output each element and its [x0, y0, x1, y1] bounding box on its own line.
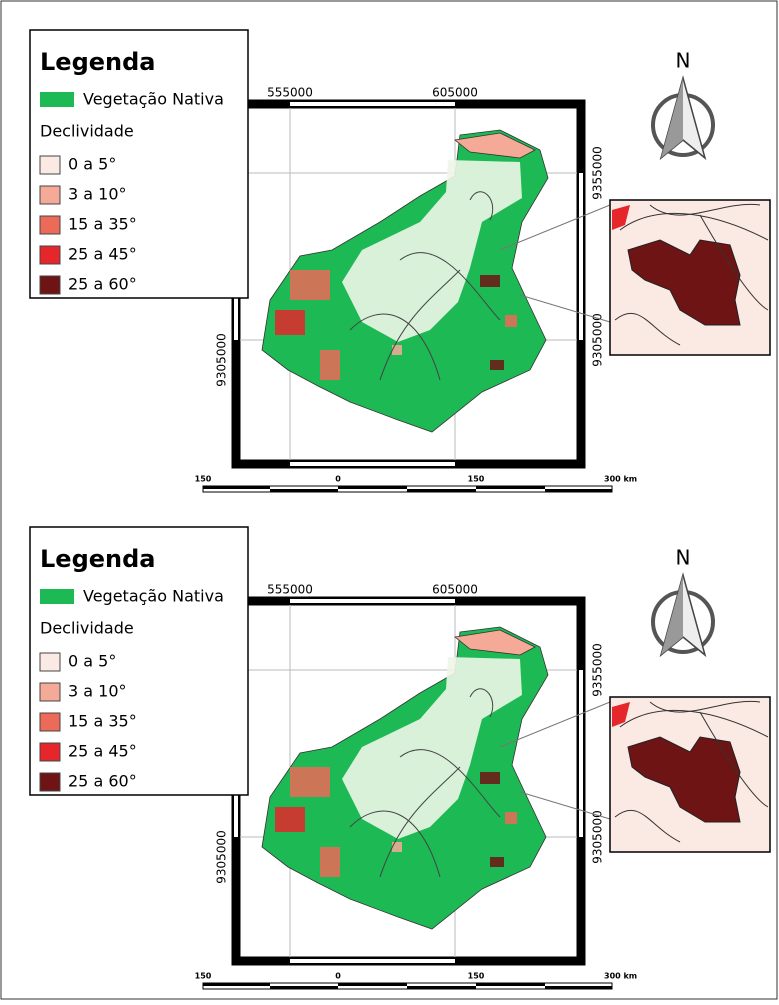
- legend-label: 0 a 5°: [68, 652, 116, 671]
- scale-segment: [476, 486, 545, 489]
- scale-segment: [407, 986, 476, 989]
- y-coordinate-label: 9355000: [591, 643, 605, 696]
- slope-patch: [480, 772, 500, 784]
- y-coordinate-label: 9305000: [591, 313, 605, 366]
- legend-swatch: [40, 156, 60, 174]
- slope-patch: [505, 812, 517, 824]
- legend-swatch: [40, 683, 60, 701]
- scale-segment: [270, 489, 338, 492]
- legend-swatch: [40, 216, 60, 234]
- legend-label: Vegetação Nativa: [83, 587, 224, 606]
- slope-patch: [320, 350, 340, 380]
- slope-patch: [392, 345, 402, 355]
- scale-label: 0: [335, 475, 341, 484]
- legend-subtitle: Declividade: [40, 122, 134, 141]
- legend-label: 3 a 10°: [68, 185, 127, 204]
- legend-label: 15 a 35°: [68, 712, 137, 731]
- y-coordinate-label: 9305000: [591, 810, 605, 863]
- legend-swatch: [40, 246, 60, 264]
- figure: 555000 605000 9355000 9355000 9305000 9305000…: [0, 0, 779, 1001]
- scale-segment: [338, 983, 407, 986]
- legend-title: Legenda: [40, 545, 156, 573]
- scale-label: 300 km: [604, 475, 637, 484]
- y-coordinate-label: 9355000: [591, 146, 605, 199]
- scale-label: 150: [468, 972, 485, 981]
- scale-label: 150: [195, 475, 212, 484]
- legend-title: Legenda: [40, 48, 156, 76]
- scale-label: 150: [195, 972, 212, 981]
- legend-label: 25 a 60°: [68, 772, 137, 791]
- scale-segment: [270, 986, 338, 989]
- legend-swatch: [40, 743, 60, 761]
- y-coordinate-label: 9305000: [215, 830, 229, 883]
- slope-patch: [320, 847, 340, 877]
- slope-patch: [275, 310, 305, 335]
- scale-segment: [338, 486, 407, 489]
- slope-patch: [480, 275, 500, 287]
- slope-patch: [490, 360, 504, 370]
- scale-label: 150: [468, 475, 485, 484]
- slope-patch: [490, 857, 504, 867]
- legend-label: Vegetação Nativa: [83, 90, 224, 109]
- legend-label: 0 a 5°: [68, 155, 116, 174]
- scale-segment: [545, 986, 612, 989]
- map-panel: 5550006050009355000935500093050009305000…: [30, 30, 770, 492]
- x-coordinate-label: 555000: [267, 583, 313, 597]
- legend-swatch: [40, 653, 60, 671]
- x-coordinate-label: 555000: [267, 86, 313, 100]
- legend-swatch: [40, 589, 74, 604]
- slope-patch: [290, 767, 330, 797]
- legend-subtitle: Declividade: [40, 619, 134, 638]
- north-label: N: [676, 49, 691, 73]
- slope-patch: [505, 315, 517, 327]
- scale-segment: [407, 489, 476, 492]
- scale-segment: [476, 983, 545, 986]
- scale-segment: [203, 983, 270, 986]
- north-label: N: [676, 546, 691, 570]
- legend-swatch: [40, 276, 60, 294]
- legend-swatch: [40, 773, 60, 791]
- legend-label: 3 a 10°: [68, 682, 127, 701]
- legend-label: 25 a 60°: [68, 275, 137, 294]
- slope-patch: [392, 842, 402, 852]
- y-coordinate-label: 9305000: [215, 333, 229, 386]
- scale-segment: [203, 486, 270, 489]
- map-panel: 5550006050009355000935500093050009305000…: [30, 527, 770, 989]
- slope-patch: [275, 807, 305, 832]
- legend-swatch: [40, 186, 60, 204]
- scale-segment: [545, 489, 612, 492]
- x-coordinate-label: 605000: [432, 583, 478, 597]
- legend-swatch: [40, 92, 74, 107]
- slope-patch: [290, 270, 330, 300]
- legend-swatch: [40, 713, 60, 731]
- scale-label: 300 km: [604, 972, 637, 981]
- legend-label: 25 a 45°: [68, 742, 137, 761]
- legend-label: 25 a 45°: [68, 245, 137, 264]
- x-coordinate-label: 605000: [432, 86, 478, 100]
- legend-label: 15 a 35°: [68, 215, 137, 234]
- scale-label: 0: [335, 972, 341, 981]
